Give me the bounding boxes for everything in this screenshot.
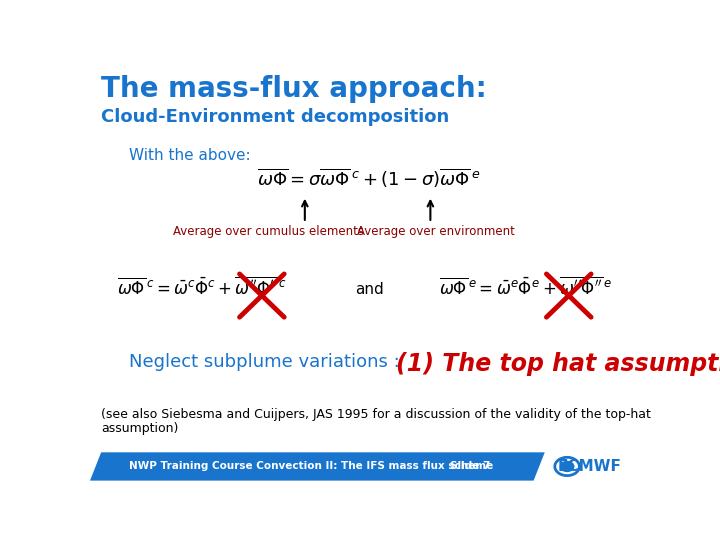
Circle shape — [560, 462, 574, 471]
Text: $\overline{\omega\Phi}^{\,c} = \bar{\omega}^c\bar{\Phi}^c + \overline{\omega''\P: $\overline{\omega\Phi}^{\,c} = \bar{\ome… — [117, 277, 287, 299]
Text: (see also Siebesma and Cuijpers, JAS 1995 for a discussion of the validity of th: (see also Siebesma and Cuijpers, JAS 199… — [101, 408, 651, 421]
Text: Average over cumulus elements: Average over cumulus elements — [173, 225, 364, 238]
Text: and: and — [355, 282, 383, 297]
Text: $\overline{\omega\Phi}^{\,e} = \bar{\omega}^e\bar{\Phi}^e + \overline{\omega''\P: $\overline{\omega\Phi}^{\,e} = \bar{\ome… — [439, 277, 611, 299]
Text: (1) The top hat assumption: (1) The top hat assumption — [396, 352, 720, 376]
Text: ECMWF: ECMWF — [557, 459, 621, 474]
Text: assumption): assumption) — [101, 422, 179, 435]
Text: $\overline{\omega\Phi} = \sigma\overline{\omega\Phi}^{\,c} + (1-\sigma)\overline: $\overline{\omega\Phi} = \sigma\overline… — [257, 167, 481, 190]
Text: Slide 7: Slide 7 — [450, 462, 490, 471]
Text: With the above:: With the above: — [129, 148, 251, 163]
Text: NWP Training Course Convection II: The IFS mass flux scheme: NWP Training Course Convection II: The I… — [129, 462, 493, 471]
Text: Cloud-Environment decomposition: Cloud-Environment decomposition — [101, 109, 449, 126]
Polygon shape — [90, 453, 545, 481]
Text: Average over environment: Average over environment — [357, 225, 515, 238]
Text: The mass-flux approach:: The mass-flux approach: — [101, 75, 487, 103]
Text: Neglect subplume variations :: Neglect subplume variations : — [129, 353, 405, 370]
